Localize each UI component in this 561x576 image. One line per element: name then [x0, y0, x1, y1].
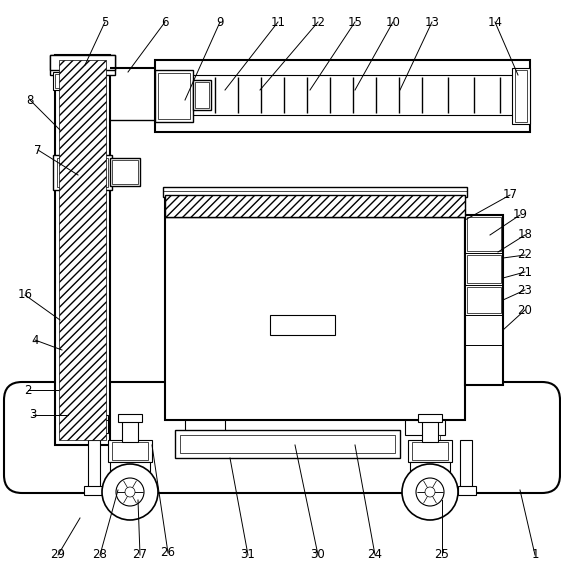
Text: 31: 31 [241, 548, 255, 562]
Bar [69, 170, 77, 178]
Bar [405, 420, 445, 435]
Bar [110, 158, 140, 186]
Bar [515, 70, 527, 122]
Text: 3: 3 [29, 408, 36, 422]
Text: 15: 15 [348, 16, 362, 28]
Bar [185, 420, 225, 435]
Bar [112, 160, 138, 184]
Text: 13: 13 [425, 16, 439, 28]
Bar [195, 82, 209, 108]
Text: 19: 19 [513, 209, 527, 222]
Text: 4: 4 [31, 334, 39, 347]
Text: 17: 17 [503, 188, 517, 202]
Bar [410, 462, 450, 472]
Text: 18: 18 [518, 229, 532, 241]
Bar [88, 440, 100, 492]
Bar [412, 442, 448, 460]
FancyBboxPatch shape [4, 382, 560, 493]
Bar [50, 55, 115, 75]
Bar [165, 195, 465, 420]
Bar [180, 435, 395, 453]
Bar [467, 287, 501, 313]
Bar [84, 486, 102, 495]
Bar [110, 462, 150, 472]
Text: 5: 5 [102, 16, 109, 28]
Bar [57, 158, 108, 187]
Text: 7: 7 [34, 143, 42, 157]
Text: 24: 24 [367, 548, 383, 562]
Bar [122, 418, 138, 442]
Bar [512, 68, 530, 124]
Bar [53, 72, 71, 90]
Bar [270, 315, 335, 335]
Bar [55, 74, 69, 88]
Bar [108, 440, 152, 462]
Text: 30: 30 [311, 548, 325, 562]
Bar [190, 435, 200, 445]
Circle shape [402, 464, 458, 520]
Text: 16: 16 [17, 289, 33, 301]
Text: 6: 6 [161, 16, 169, 28]
Bar [82, 390, 100, 420]
Text: 27: 27 [132, 548, 148, 562]
Text: 10: 10 [385, 16, 401, 28]
Text: 11: 11 [270, 16, 286, 28]
Bar [155, 60, 530, 132]
Bar [467, 255, 501, 283]
Bar [408, 440, 452, 462]
Bar [163, 187, 467, 197]
Circle shape [425, 487, 435, 497]
Bar [112, 442, 148, 460]
Bar [60, 65, 85, 90]
Bar [175, 430, 400, 458]
Text: 22: 22 [517, 248, 532, 262]
Text: 28: 28 [93, 548, 108, 562]
Text: 21: 21 [517, 266, 532, 279]
Bar [63, 163, 83, 183]
Text: 23: 23 [518, 283, 532, 297]
Circle shape [125, 487, 135, 497]
Bar [53, 155, 112, 190]
Bar [158, 73, 190, 119]
Bar [422, 418, 438, 442]
Bar [74, 415, 108, 433]
Bar [418, 414, 442, 422]
Bar [460, 440, 472, 492]
Bar [118, 414, 142, 422]
Circle shape [416, 478, 444, 506]
Bar [50, 55, 115, 70]
Text: 14: 14 [488, 16, 503, 28]
Bar [55, 55, 110, 445]
Bar [458, 486, 476, 495]
Text: 20: 20 [518, 304, 532, 316]
Text: 9: 9 [216, 16, 224, 28]
Bar [65, 165, 81, 181]
Circle shape [116, 478, 144, 506]
Bar [59, 60, 106, 440]
Text: 29: 29 [50, 548, 66, 562]
Text: 1: 1 [531, 548, 539, 562]
Text: 26: 26 [160, 547, 176, 559]
Bar [60, 65, 85, 90]
Text: 8: 8 [26, 93, 34, 107]
Text: 12: 12 [310, 16, 325, 28]
Circle shape [102, 464, 158, 520]
Bar [155, 70, 193, 122]
Text: 25: 25 [435, 548, 449, 562]
Bar [467, 217, 501, 251]
Bar [193, 80, 211, 110]
Bar [430, 435, 440, 445]
Bar [165, 195, 465, 217]
Bar [465, 215, 503, 385]
Text: 2: 2 [24, 384, 32, 396]
